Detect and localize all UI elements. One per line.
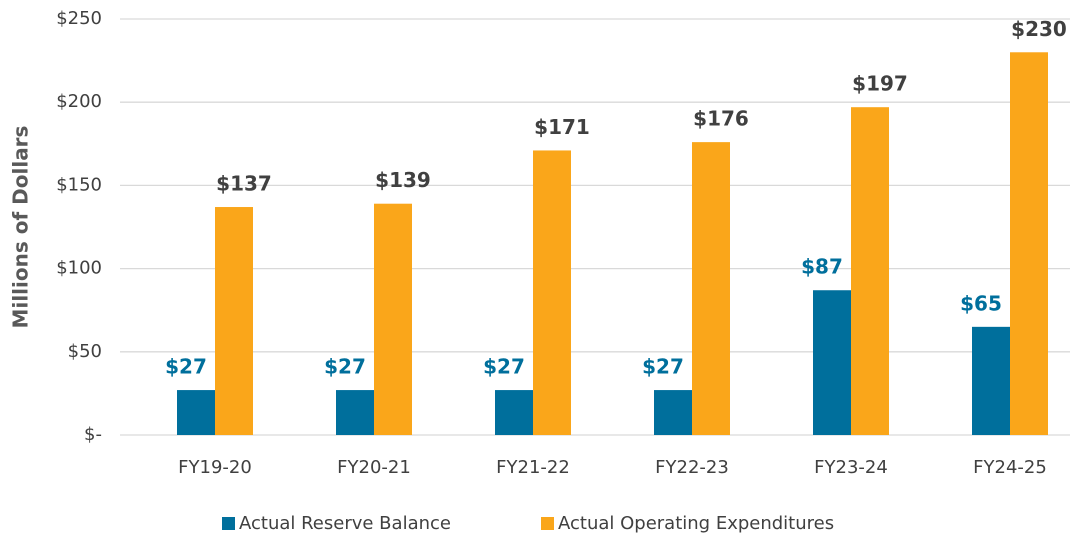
bar <box>215 207 253 435</box>
bar <box>851 107 889 435</box>
x-tick-label: FY24-25 <box>973 457 1047 478</box>
data-label: $27 <box>483 355 525 379</box>
data-label: $176 <box>693 107 749 131</box>
bar <box>533 150 571 435</box>
bar <box>495 390 533 435</box>
data-label: $139 <box>375 168 431 192</box>
bar <box>1010 52 1048 435</box>
bar <box>654 390 692 435</box>
x-tick-label: FY19-20 <box>178 457 252 478</box>
y-tick-label: $- <box>84 424 102 445</box>
x-tick-label: FY22-23 <box>655 457 729 478</box>
bar <box>336 390 374 435</box>
x-tick-label: FY20-21 <box>337 457 411 478</box>
legend-label: Actual Operating Expenditures <box>558 513 834 534</box>
x-tick-label: FY21-22 <box>496 457 570 478</box>
data-label: $87 <box>801 255 843 279</box>
data-label: $171 <box>534 115 590 139</box>
data-label: $27 <box>324 355 366 379</box>
y-tick-label: $200 <box>56 91 102 112</box>
data-label: $137 <box>216 172 272 196</box>
legend-label: Actual Reserve Balance <box>239 513 451 534</box>
data-label: $230 <box>1011 17 1067 41</box>
y-tick-label: $250 <box>56 8 102 29</box>
data-label: $27 <box>642 355 684 379</box>
legend-swatch <box>541 517 554 530</box>
x-tick-label: FY23-24 <box>814 457 888 478</box>
bar <box>374 203 412 435</box>
data-label: $65 <box>960 291 1002 315</box>
bar <box>177 390 215 435</box>
data-label: $27 <box>165 355 207 379</box>
y-axis-title: Millions of Dollars <box>9 126 33 329</box>
bar <box>813 290 851 435</box>
bar <box>692 142 730 436</box>
y-tick-label: $100 <box>56 258 102 279</box>
y-tick-label: $50 <box>68 341 102 362</box>
legend-swatch <box>222 517 235 530</box>
data-label: $197 <box>852 72 908 96</box>
bar <box>972 326 1010 435</box>
y-tick-label: $150 <box>56 174 102 195</box>
